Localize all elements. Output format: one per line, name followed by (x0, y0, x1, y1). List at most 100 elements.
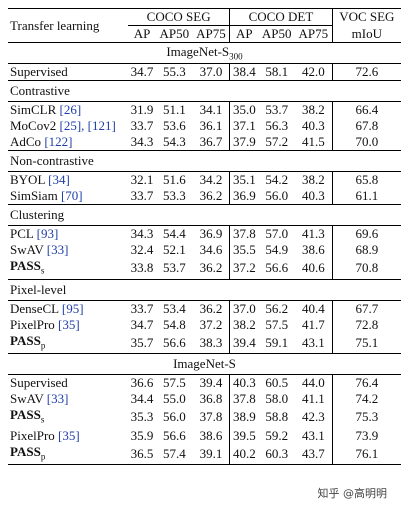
method-name: MoCov2 (10, 118, 57, 133)
citation-link[interactable]: [34] (48, 172, 70, 187)
value-cell: 35.7 (130, 334, 154, 350)
method-name: PixelPro (10, 316, 55, 332)
watermark: 知乎 @高明明 (315, 485, 389, 501)
value-cell: 34.3 (130, 226, 154, 241)
method-subscript: p (40, 451, 46, 462)
method-name-cell: SwAV [33] (8, 391, 128, 407)
value-cell: 39.5 (229, 427, 259, 444)
value-cell: 41.7 (301, 316, 325, 332)
group-header-coco-det: COCO DET (229, 8, 333, 26)
value-cell: 41.5 (301, 134, 325, 149)
value-cell: 40.3 (229, 374, 259, 392)
section-title: Clustering (8, 204, 401, 226)
column-header: AP75 (192, 25, 230, 43)
column-header: mIoU (331, 25, 401, 43)
value-cell: 53.4 (162, 300, 186, 316)
value-cell: 58.1 (265, 64, 289, 79)
table-row: SimCLR [26] 31.9 51.1 34.1 35.0 53.7 38.2 66.4 (8, 101, 401, 118)
method-name: Supervised (10, 375, 68, 391)
method-name-cell: DenseCL [95] (8, 300, 128, 317)
column-header: AP (128, 25, 157, 43)
value-cell: 34.2 (199, 172, 223, 187)
value-cell: 61.1 (331, 188, 401, 205)
method-name: SwAV (10, 242, 44, 257)
value-cell: 40.6 (301, 260, 325, 276)
value-cell: 56.3 (265, 118, 289, 133)
method-name: SimSiam (10, 188, 58, 203)
value-cell: 32.4 (130, 242, 154, 257)
citation-link[interactable]: [35] (58, 427, 80, 443)
method-name: PixelPro (10, 427, 55, 443)
citation-link[interactable]: [33] (46, 242, 69, 257)
section-header-row: ImageNet-S (8, 353, 401, 376)
column-header: AP50 (156, 25, 193, 43)
value-cell: 42.0 (301, 64, 325, 79)
header-group-row: Transfer learning COCO SEG COCO DET VOC … (8, 8, 401, 43)
value-cell: 56.0 (162, 409, 186, 425)
value-cell: 53.7 (265, 102, 289, 117)
section-title: Contrastive (8, 80, 401, 102)
value-cell: 75.1 (331, 332, 401, 354)
value-cell: 66.4 (331, 101, 401, 118)
value-cell: 36.2 (199, 260, 223, 276)
value-cell: 57.0 (265, 226, 289, 241)
value-cell: 70.8 (331, 258, 401, 280)
method-name-cell: PixelPro [35] (8, 317, 128, 333)
value-cell: 38.6 (301, 242, 325, 257)
method-name-cell: PCL [93] (8, 226, 128, 243)
citation-link[interactable]: [35] (58, 316, 80, 332)
section-header-row: Contrastive (8, 80, 401, 102)
value-cell: 43.1 (301, 334, 325, 350)
value-cell: 56.6 (162, 334, 186, 350)
value-cell: 54.2 (265, 172, 289, 187)
value-cell: 36.2 (199, 300, 223, 316)
table-row: SimSiam [70] 33.7 53.3 36.2 36.9 56.0 40.3 61.1 (8, 188, 401, 205)
value-cell: 33.8 (130, 260, 154, 276)
value-cell: 37.8 (199, 409, 223, 425)
value-cell: 54.9 (265, 242, 289, 257)
value-cell: 72.8 (331, 316, 401, 333)
value-cell: 54.3 (162, 134, 186, 149)
method-name-cell: AdCo [122] (8, 134, 128, 151)
value-cell: 35.5 (229, 242, 259, 258)
section-title-subscript: 300 (229, 51, 243, 62)
value-cell: 35.9 (130, 427, 154, 443)
value-cell: 40.3 (301, 118, 325, 133)
value-cell: 38.6 (199, 427, 223, 443)
value-cell: 33.7 (130, 300, 154, 316)
value-cell: 35.0 (229, 101, 259, 118)
citation-link[interactable]: [95] (61, 300, 84, 316)
transfer-learning-table: Transfer learning COCO SEG COCO DET VOC … (8, 8, 401, 465)
citation-link[interactable]: [25], [121] (59, 118, 116, 133)
citation-link[interactable]: [26] (59, 102, 82, 117)
citation-link[interactable]: [93] (36, 226, 59, 241)
value-cell: 40.2 (229, 443, 259, 465)
bottom-rule (8, 464, 401, 466)
method-subscript: s (40, 265, 45, 276)
value-cell: 36.1 (199, 118, 223, 133)
section-title: ImageNet-S (8, 353, 401, 376)
column-header: AP (229, 25, 259, 43)
method-subscript: p (40, 340, 46, 351)
group-header-voc-seg: VOC SEG (331, 8, 401, 26)
value-cell: 36.9 (229, 188, 259, 205)
value-cell: 54.8 (162, 316, 186, 332)
value-cell: 69.6 (331, 225, 401, 242)
method-name-cell: PixelPro [35] (8, 428, 128, 444)
method-name-cell: SimSiam [70] (8, 188, 128, 205)
value-cell: 33.7 (130, 188, 154, 203)
value-cell: 37.8 (229, 225, 259, 242)
value-cell: 36.7 (199, 134, 223, 149)
citation-link[interactable]: [122] (44, 134, 73, 149)
value-cell: 35.1 (229, 171, 259, 188)
value-cell: 33.7 (130, 118, 154, 133)
value-cell: 58.0 (265, 391, 289, 407)
table-row: BYOL [34] 32.1 51.6 34.2 35.1 54.2 38.2 65.8 (8, 171, 401, 188)
value-cell: 34.4 (130, 391, 154, 407)
citation-link[interactable]: [70] (60, 188, 83, 203)
value-cell: 39.1 (199, 446, 223, 462)
table-row: Supervised 36.6 57.5 39.4 40.3 60.5 44.0 76.4 (8, 374, 401, 392)
citation-link[interactable]: [33] (46, 391, 69, 407)
value-cell: 53.7 (162, 260, 186, 276)
table-row: PASSp 36.5 57.4 39.1 40.2 60.3 43.7 76.1 (8, 443, 401, 465)
